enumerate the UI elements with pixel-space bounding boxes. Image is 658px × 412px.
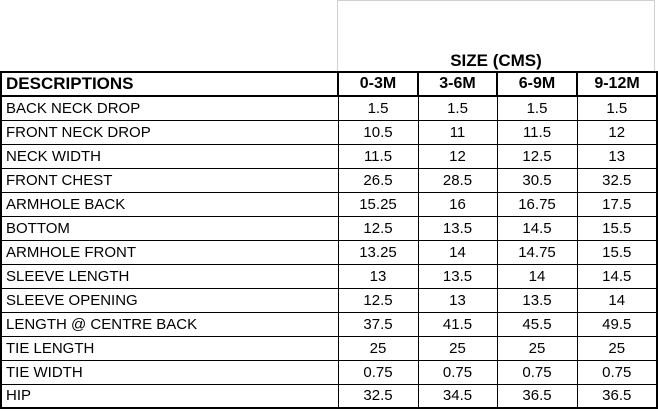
measurement-value: 0.75 [576, 359, 658, 385]
measurement-value: 36.5 [576, 383, 658, 409]
measurement-value: 13.5 [417, 263, 498, 289]
measurement-value: 25 [576, 335, 658, 361]
measurement-value: 14 [496, 263, 578, 289]
table-row-back-neck-drop: BACK NECK DROP 1.5 1.5 1.5 1.5 [0, 95, 658, 121]
measurement-value: 25 [496, 335, 578, 361]
table-row-front-neck-drop: FRONT NECK DROP 10.5 11 11.5 12 [0, 119, 658, 145]
measurement-value: 13.25 [337, 239, 419, 265]
measurement-value: 34.5 [417, 383, 498, 409]
measurement-label: LENGTH @ CENTRE BACK [0, 311, 339, 337]
measurement-value: 30.5 [496, 167, 578, 193]
measurement-value: 1.5 [337, 95, 419, 121]
measurement-value: 16 [417, 191, 498, 217]
measurement-value: 11.5 [496, 119, 578, 145]
measurement-value: 1.5 [417, 95, 498, 121]
table-row-length-centre-back: LENGTH @ CENTRE BACK 37.5 41.5 45.5 49.5 [0, 311, 658, 337]
measurement-value: 14.75 [496, 239, 578, 265]
table-row-neck-width: NECK WIDTH 11.5 12 12.5 13 [0, 143, 658, 169]
table-row-sleeve-opening: SLEEVE OPENING 12.5 13 13.5 14 [0, 287, 658, 313]
table-row-front-chest: FRONT CHEST 26.5 28.5 30.5 32.5 [0, 167, 658, 193]
measurement-value: 37.5 [337, 311, 419, 337]
measurement-value: 12.5 [496, 143, 578, 169]
measurement-label: BOTTOM [0, 215, 339, 241]
measurement-value: 0.75 [417, 359, 498, 385]
measurement-label: ARMHOLE FRONT [0, 239, 339, 265]
measurement-label: HIP [0, 383, 339, 409]
table-row-bottom: BOTTOM 12.5 13.5 14.5 15.5 [0, 215, 658, 241]
measurement-value: 15.5 [576, 215, 658, 241]
measurement-value: 41.5 [417, 311, 498, 337]
measurement-value: 13 [337, 263, 419, 289]
measurement-value: 32.5 [576, 167, 658, 193]
measurement-value: 14.5 [496, 215, 578, 241]
table-row-armhole-front: ARMHOLE FRONT 13.25 14 14.75 15.5 [0, 239, 658, 265]
measurement-value: 16.75 [496, 191, 578, 217]
table-row-tie-width: TIE WIDTH 0.75 0.75 0.75 0.75 [0, 359, 658, 385]
measurement-value: 12 [417, 143, 498, 169]
measurement-label: FRONT CHEST [0, 167, 339, 193]
measurement-value: 13 [576, 143, 658, 169]
measurement-value: 11.5 [337, 143, 419, 169]
size-cms-merged-cell: SIZE (CMS) [337, 0, 655, 71]
size-column-header-0-3m: 0-3M [337, 71, 419, 97]
size-cms-label: SIZE (CMS) [450, 51, 542, 70]
measurement-value: 49.5 [576, 311, 658, 337]
measurement-value: 25 [337, 335, 419, 361]
measurement-value: 15.5 [576, 239, 658, 265]
measurement-value: 25 [417, 335, 498, 361]
measurement-value: 12.5 [337, 215, 419, 241]
measurement-value: 32.5 [337, 383, 419, 409]
measurement-value: 11 [417, 119, 498, 145]
measurement-value: 14 [576, 287, 658, 313]
measurement-value: 14.5 [576, 263, 658, 289]
size-chart-table: DESCRIPTIONS 0-3M 3-6M 6-9M 9-12M BACK N… [0, 71, 658, 409]
table-row-tie-length: TIE LENGTH 25 25 25 25 [0, 335, 658, 361]
measurement-value: 13 [417, 287, 498, 313]
measurement-value: 13.5 [496, 287, 578, 313]
measurement-value: 17.5 [576, 191, 658, 217]
measurement-label: TIE LENGTH [0, 335, 339, 361]
measurement-value: 1.5 [576, 95, 658, 121]
measurement-label: BACK NECK DROP [0, 95, 339, 121]
measurement-value: 28.5 [417, 167, 498, 193]
measurement-value: 12.5 [337, 287, 419, 313]
measurement-value: 12 [576, 119, 658, 145]
header-row: DESCRIPTIONS 0-3M 3-6M 6-9M 9-12M [0, 71, 658, 97]
measurement-label: TIE WIDTH [0, 359, 339, 385]
measurement-label: ARMHOLE BACK [0, 191, 339, 217]
measurement-value: 36.5 [496, 383, 578, 409]
measurement-label: SLEEVE OPENING [0, 287, 339, 313]
table-row-hip: HIP 32.5 34.5 36.5 36.5 [0, 383, 658, 409]
size-column-header-3-6m: 3-6M [417, 71, 498, 97]
measurement-label: SLEEVE LENGTH [0, 263, 339, 289]
measurement-value: 1.5 [496, 95, 578, 121]
measurement-label: FRONT NECK DROP [0, 119, 339, 145]
descriptions-header: DESCRIPTIONS [0, 71, 339, 97]
measurement-value: 13.5 [417, 215, 498, 241]
measurement-value: 0.75 [496, 359, 578, 385]
table-row-sleeve-length: SLEEVE LENGTH 13 13.5 14 14.5 [0, 263, 658, 289]
measurement-value: 14 [417, 239, 498, 265]
measurement-label: NECK WIDTH [0, 143, 339, 169]
table-row-armhole-back: ARMHOLE BACK 15.25 16 16.75 17.5 [0, 191, 658, 217]
measurement-value: 45.5 [496, 311, 578, 337]
measurement-value: 15.25 [337, 191, 419, 217]
measurement-value: 0.75 [337, 359, 419, 385]
size-column-header-6-9m: 6-9M [496, 71, 578, 97]
measurement-value: 26.5 [337, 167, 419, 193]
size-column-header-9-12m: 9-12M [576, 71, 658, 97]
measurement-value: 10.5 [337, 119, 419, 145]
